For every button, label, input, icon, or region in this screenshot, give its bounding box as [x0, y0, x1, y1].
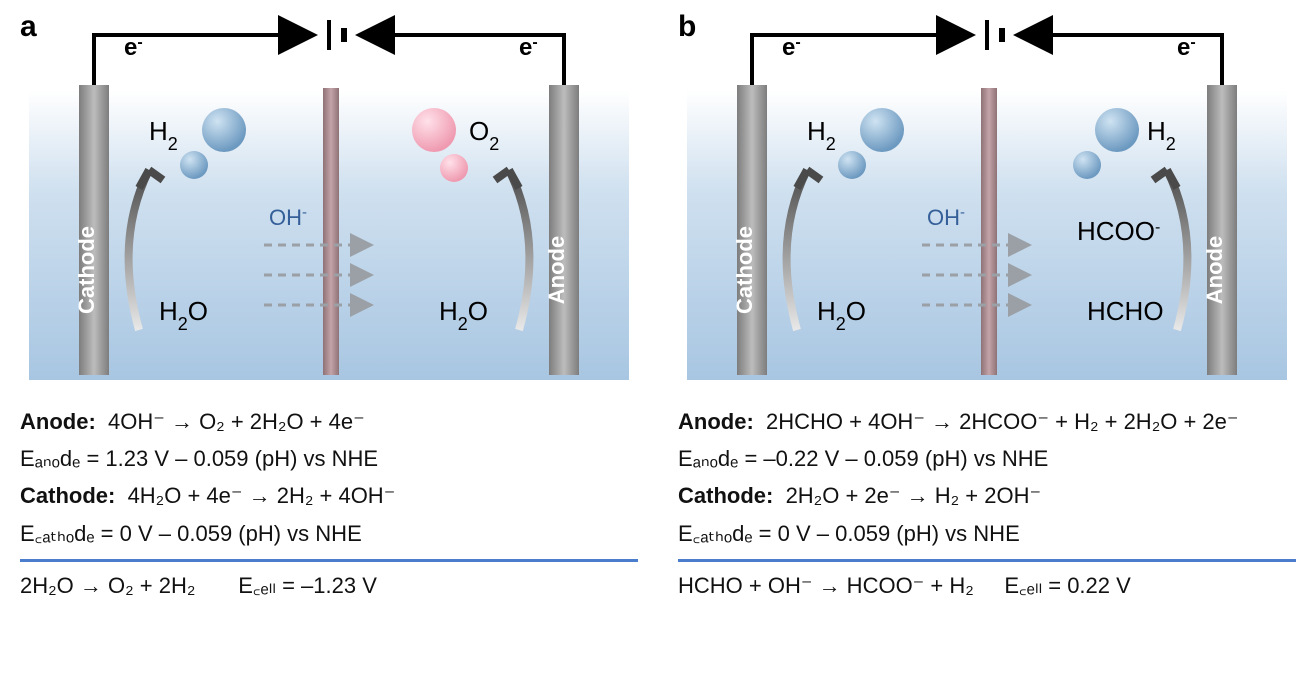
- electron-right-label: e-: [1177, 34, 1196, 62]
- anode-potential: Eₐₙₒdₑ = –0.22 V – 0.059 (pH) vs NHE: [678, 441, 1296, 476]
- cathode-bubble-small: [838, 151, 866, 179]
- anode-eq: 4OH⁻ → O₂ + 2H₂O + 4e⁻: [108, 409, 365, 434]
- anode-electrode: [549, 85, 579, 375]
- anode-potential: Eₐₙₒdₑ = 1.23 V – 0.059 (pH) vs NHE: [20, 441, 638, 476]
- cathode-bubble-small: [180, 151, 208, 179]
- cathode-eq-label: Cathode:: [20, 483, 115, 508]
- cathode-potential: E꜀ₐₜₕₒdₑ = 0 V – 0.059 (pH) vs NHE: [20, 516, 638, 551]
- electron-left-label: e-: [782, 34, 801, 62]
- oh-label: OH-: [927, 204, 965, 231]
- equations-b: Anode: 2HCHO + 4OH⁻ → 2HCOO⁻ + H₂ + 2H₂O…: [678, 402, 1296, 605]
- panel-a: a: [20, 10, 638, 682]
- circuit-wires: [752, 20, 1222, 90]
- cathode-text: Cathode: [732, 226, 757, 314]
- oh-label: OH-: [269, 204, 307, 231]
- cathode-bubble-large: [860, 108, 904, 152]
- cathode-text: Cathode: [74, 226, 99, 314]
- anode-electrode: [1207, 85, 1237, 375]
- electron-left-label: e-: [124, 34, 143, 62]
- anode-bubble-large: [412, 108, 456, 152]
- anode-text: Anode: [544, 236, 569, 304]
- electron-right-label: e-: [519, 34, 538, 62]
- cathode-bubble-large: [202, 108, 246, 152]
- equation-divider: [678, 559, 1296, 562]
- cathode-eq: 4H₂O + 4e⁻ → 2H₂ + 4OH⁻: [128, 483, 396, 508]
- net-eq: 2H₂O → O₂ + 2H₂: [20, 573, 195, 598]
- anode-eq-label: Anode:: [20, 409, 96, 434]
- cell-svg-b: e- e- Cathode Anode H2 H2O H2 HCOO- HCHO: [678, 10, 1296, 390]
- anode-eq-label: Anode:: [678, 409, 754, 434]
- equation-divider: [20, 559, 638, 562]
- membrane: [981, 88, 997, 375]
- anode-bubble-small: [440, 154, 468, 182]
- anode-mid-species: HCOO-: [1077, 216, 1160, 246]
- diagram-b: b: [678, 10, 1296, 390]
- anode-eq: 2HCHO + 4OH⁻ → 2HCOO⁻ + H₂ + 2H₂O + 2e⁻: [766, 409, 1239, 434]
- anode-bottom-species: HCHO: [1087, 296, 1164, 326]
- panel-a-tag: a: [20, 10, 37, 44]
- anode-bubble-small: [1073, 151, 1101, 179]
- cathode-potential: E꜀ₐₜₕₒdₑ = 0 V – 0.059 (pH) vs NHE: [678, 516, 1296, 551]
- anode-text: Anode: [1202, 236, 1227, 304]
- cell-svg-a: e- e- Cathode Anode H2 H2O O2 H2O: [20, 10, 638, 390]
- anode-bubble-large: [1095, 108, 1139, 152]
- circuit-wires: [94, 20, 564, 90]
- cell-potential: E꜀ₑₗₗ = –1.23 V: [238, 573, 377, 598]
- net-eq: HCHO + OH⁻ → HCOO⁻ + H₂: [678, 573, 974, 598]
- cell-potential: E꜀ₑₗₗ = 0.22 V: [1004, 573, 1130, 598]
- panel-b: b: [678, 10, 1296, 682]
- cathode-eq-label: Cathode:: [678, 483, 773, 508]
- panel-b-tag: b: [678, 10, 696, 44]
- membrane: [323, 88, 339, 375]
- equations-a: Anode: 4OH⁻ → O₂ + 2H₂O + 4e⁻ Eₐₙₒdₑ = 1…: [20, 402, 638, 605]
- diagram-a: a: [20, 10, 638, 390]
- cathode-eq: 2H₂O + 2e⁻ → H₂ + 2OH⁻: [786, 483, 1042, 508]
